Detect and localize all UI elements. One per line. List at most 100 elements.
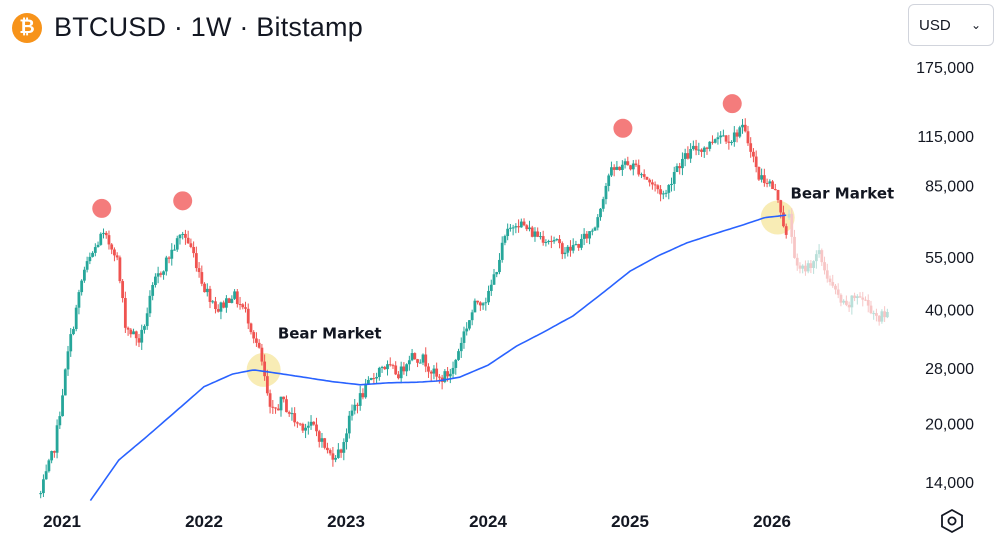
price-candle [771, 179, 774, 190]
price-candle [697, 142, 701, 156]
price-candle [672, 166, 676, 191]
price-candle [765, 178, 769, 188]
price-candle [205, 283, 209, 297]
projection-candle [861, 291, 865, 307]
price-candle [762, 168, 766, 187]
price-candle [760, 168, 764, 183]
price-candle [484, 297, 488, 311]
price-candle [549, 235, 553, 249]
price-candle [391, 363, 395, 369]
projection-candle [858, 292, 862, 298]
price-candle [74, 304, 78, 332]
price-candle [268, 389, 272, 414]
price-candle [350, 404, 354, 421]
y-tick-label: 85,000 [925, 179, 974, 196]
price-candle [612, 164, 616, 177]
price-candle [528, 220, 531, 232]
projection-candle [853, 292, 856, 302]
price-candle [375, 372, 378, 383]
price-candle [315, 417, 318, 437]
price-candle [285, 395, 288, 413]
price-candle [345, 428, 348, 450]
price-candle [211, 299, 215, 304]
price-candle [140, 324, 144, 350]
price-candle [276, 404, 280, 411]
projection-candle [831, 274, 835, 288]
price-candle [418, 359, 422, 364]
price-candle [102, 228, 105, 239]
projection-candle [880, 309, 884, 324]
price-candle [440, 374, 444, 390]
price-candle [77, 289, 81, 315]
price-candle [700, 148, 703, 157]
price-candle [721, 129, 725, 137]
price-candle [80, 279, 84, 296]
price-candle [741, 118, 744, 134]
projection-candle [842, 299, 846, 305]
price-candle [451, 361, 455, 379]
price-candle [309, 415, 313, 430]
bitcoin-icon: ₿ [12, 12, 42, 43]
price-candle [200, 265, 204, 287]
annotation-label: Bear Market [278, 325, 382, 343]
price-candle [320, 432, 324, 448]
settings-hexagon-icon[interactable] [939, 508, 965, 534]
price-candle [503, 234, 507, 246]
price-candle [331, 446, 335, 467]
price-candle [265, 369, 269, 396]
price-candle [104, 231, 108, 239]
price-candle [429, 370, 433, 381]
price-candle [402, 362, 406, 375]
projection-candle [869, 300, 873, 315]
price-candle [435, 362, 439, 382]
projection-candle [809, 260, 813, 274]
price-candle [173, 244, 176, 251]
price-candle [323, 437, 327, 450]
price-candle [500, 236, 504, 263]
price-candle [386, 360, 389, 376]
currency-select[interactable]: USD ⌄ [908, 4, 994, 46]
price-candle [47, 458, 51, 473]
price-candle [61, 388, 64, 417]
price-candle [768, 179, 772, 187]
price-candle [383, 365, 387, 370]
price-candle [137, 333, 141, 348]
price-candle [634, 159, 638, 167]
price-candle [555, 238, 559, 242]
price-candle [424, 347, 428, 373]
price-candle [563, 247, 567, 259]
price-candle [544, 239, 548, 247]
projection-candle [864, 296, 867, 302]
price-candle [686, 146, 690, 160]
price-candle [252, 330, 256, 344]
price-candle [44, 464, 48, 480]
price-candle [448, 368, 452, 384]
projection-candle [836, 283, 840, 299]
price-candle [52, 450, 56, 458]
price-candle [746, 125, 750, 146]
y-tick-label: 14,000 [925, 475, 974, 492]
price-candle [249, 322, 253, 335]
x-tick-label: 2022 [185, 512, 223, 531]
price-candle [126, 326, 130, 336]
price-candle [476, 300, 480, 305]
projection-candle [795, 253, 799, 271]
projection-candles [787, 208, 889, 326]
price-candle [757, 166, 761, 181]
symbol-title: BTCUSD · 1W · Bitstamp [54, 12, 363, 42]
projection-candle [866, 294, 870, 313]
price-candle [626, 156, 630, 166]
price-candle [301, 422, 305, 433]
price-candle [738, 125, 742, 139]
price-candle [508, 224, 512, 232]
projection-candle [790, 208, 794, 244]
price-candle [631, 160, 635, 176]
price-candle [148, 290, 152, 318]
price-candle [342, 438, 346, 461]
price-candle [82, 266, 86, 283]
projection-candle [855, 294, 859, 305]
price-candle [290, 407, 294, 421]
price-candle [653, 181, 657, 192]
price-candle [85, 256, 89, 273]
price-candle [732, 126, 736, 147]
